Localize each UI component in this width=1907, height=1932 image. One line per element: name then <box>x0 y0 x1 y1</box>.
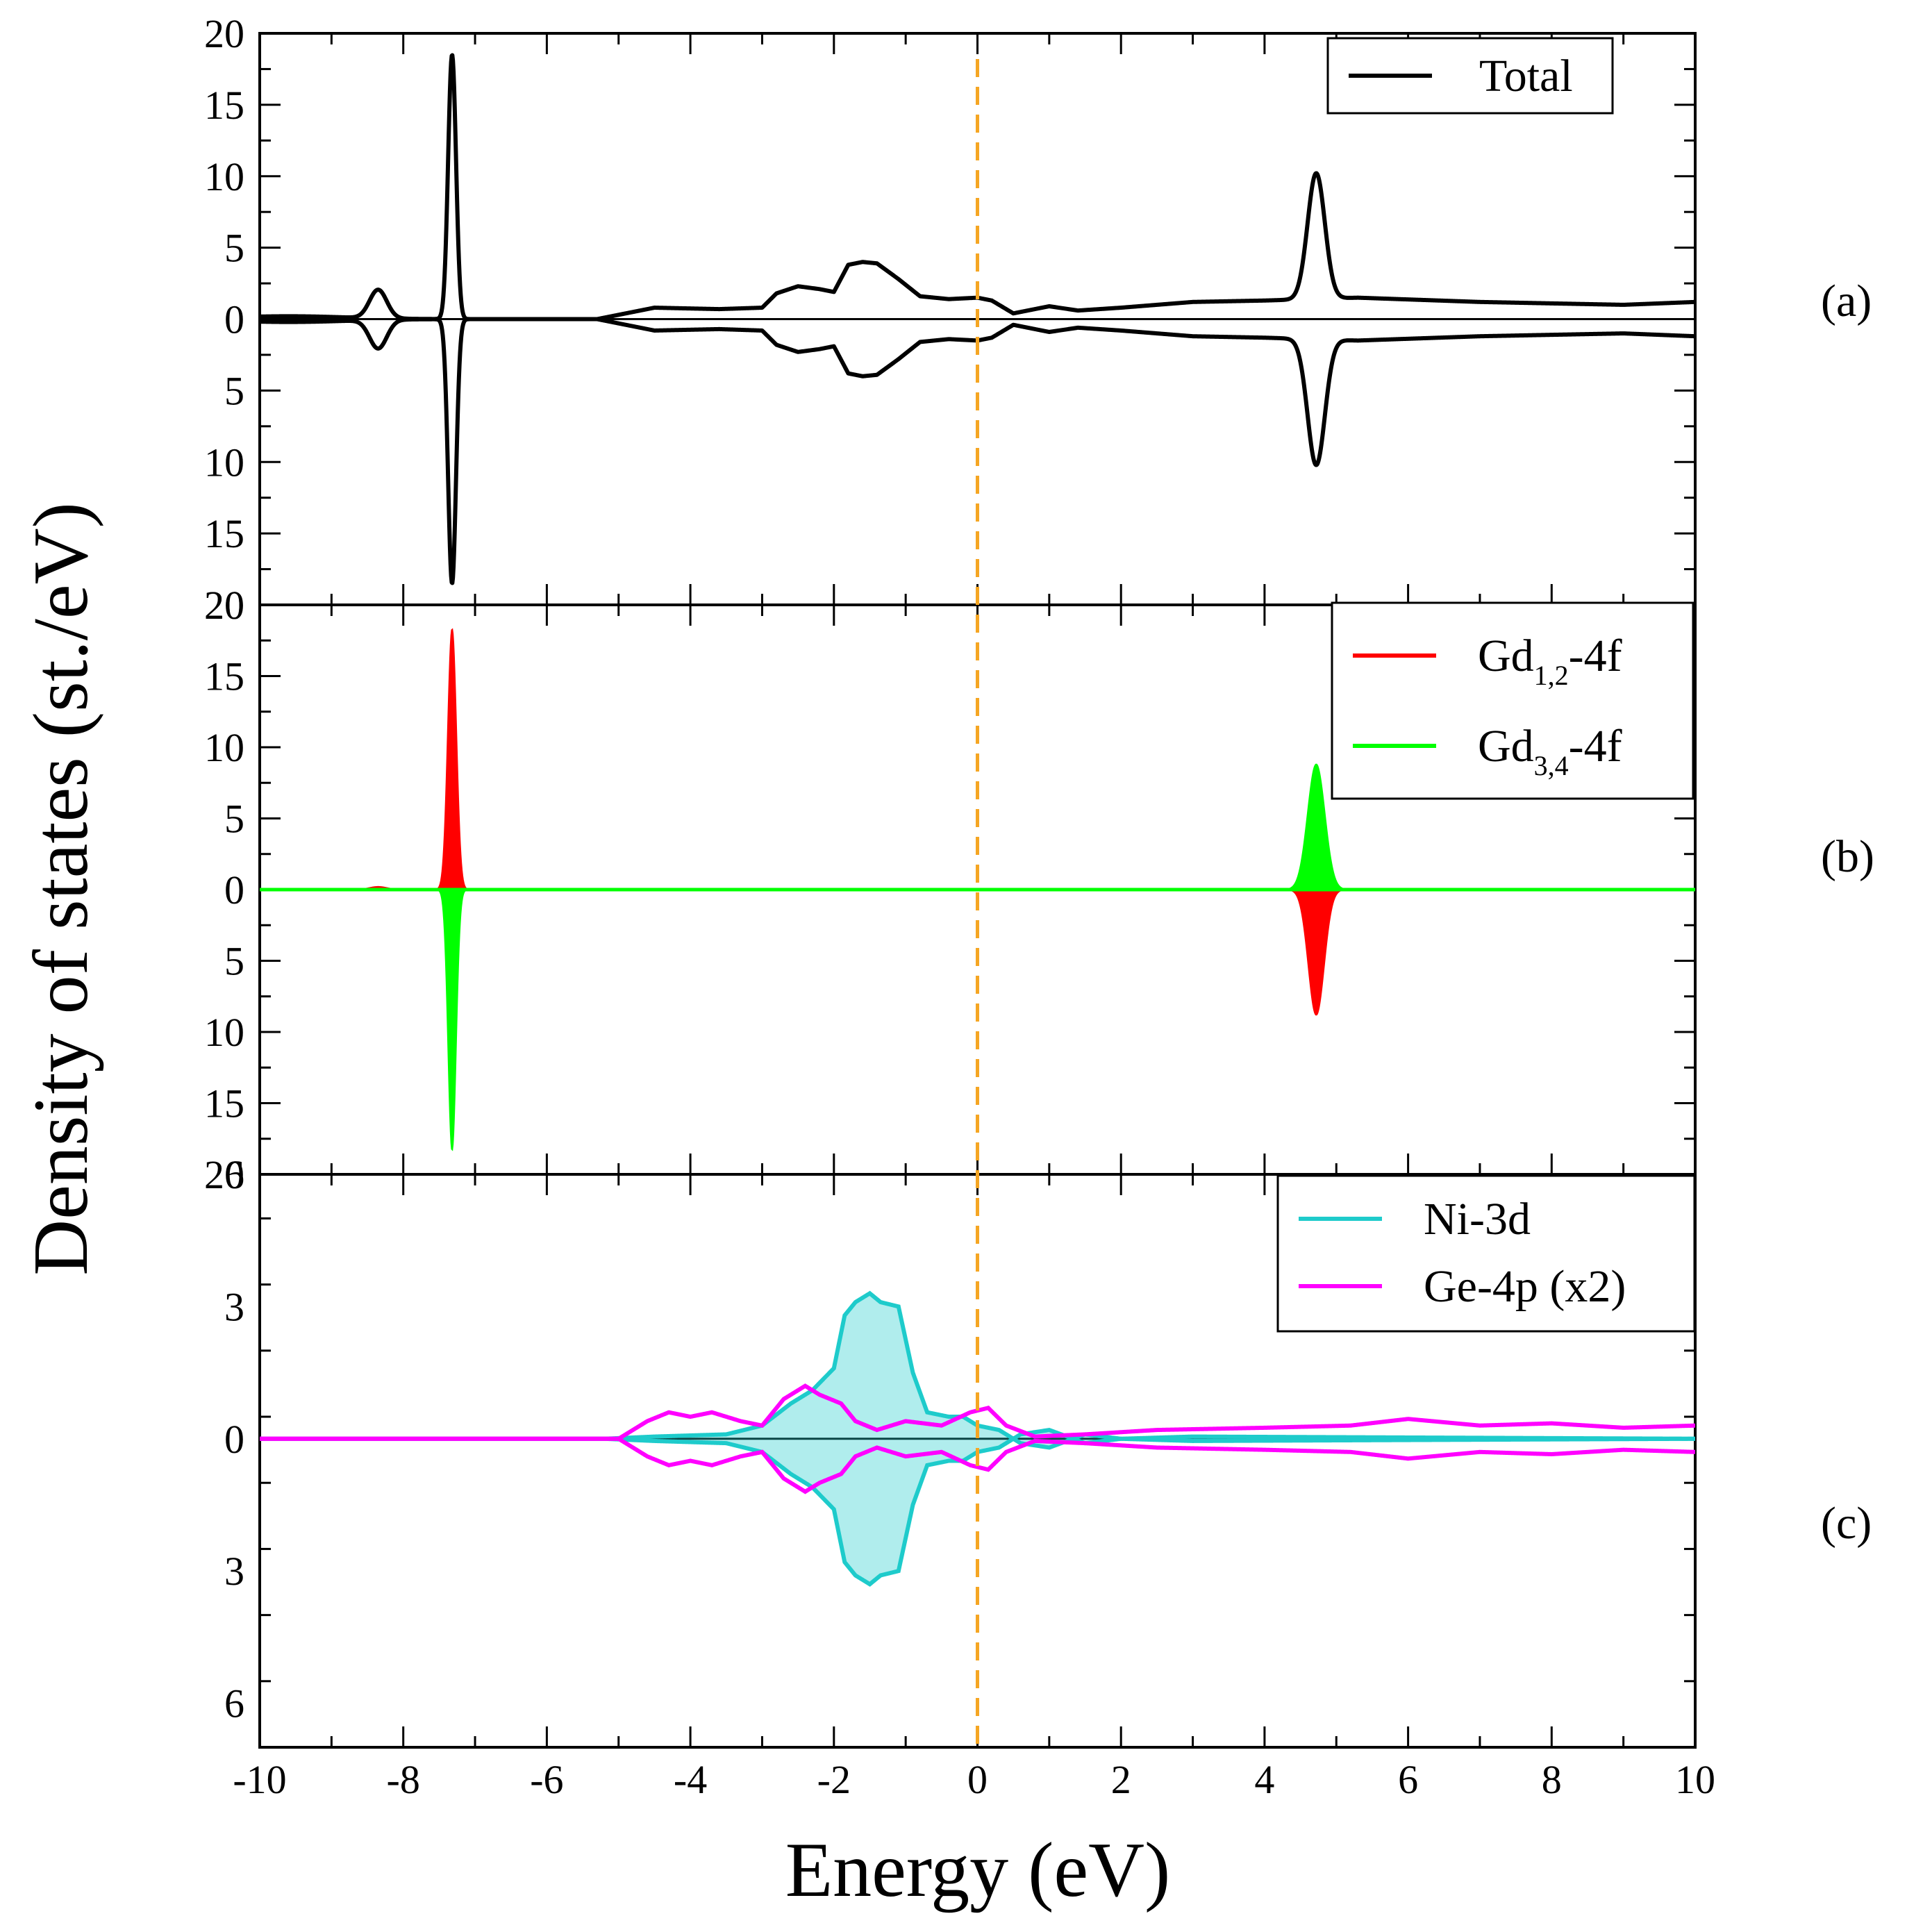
plot-layer: 201510505101520Total201510505101520Gd1,2… <box>204 11 1715 1802</box>
x-tick-label: 4 <box>1254 1757 1274 1802</box>
x-tick-label: 8 <box>1542 1757 1562 1802</box>
x-tick-label: 10 <box>1675 1757 1715 1802</box>
y-tick-label: 0 <box>224 867 244 913</box>
y-axis-title: Density of states (st./eV) <box>18 502 104 1276</box>
y-tick-label: 3 <box>224 1284 244 1329</box>
y-tick-label: 20 <box>204 11 244 56</box>
y-tick-label: 0 <box>224 1417 244 1462</box>
x-tick-label: -6 <box>530 1757 563 1802</box>
x-tick-label: 0 <box>967 1757 988 1802</box>
x-tick-label: -2 <box>817 1757 851 1802</box>
x-axis-title: Energy (eV) <box>785 1827 1171 1913</box>
y-tick-label: 0 <box>224 297 244 342</box>
y-tick-label: 6 <box>224 1681 244 1726</box>
panel-label-c: (c) <box>1821 1498 1872 1549</box>
x-tick-label: -8 <box>387 1757 420 1802</box>
legend-label: Ge-4p (x2) <box>1424 1261 1626 1312</box>
y-tick-label: 5 <box>224 797 244 842</box>
y-tick-label: 10 <box>204 1010 244 1055</box>
legend-label: Gd1,2-4f <box>1478 631 1622 691</box>
y-tick-label: 20 <box>204 583 244 628</box>
x-tick-label: -4 <box>674 1757 707 1802</box>
y-tick-label: 20 <box>204 583 244 628</box>
y-tick-label: 10 <box>204 440 244 485</box>
y-tick-label: 15 <box>204 654 244 699</box>
legend-box <box>1326 37 1614 115</box>
panel-label-a: (a) <box>1821 276 1872 326</box>
panel-c-legend: Ni-3d Ge-4p (x2) <box>1276 1174 1696 1333</box>
legend-label: Ni-3d <box>1424 1194 1531 1244</box>
y-tick-label: 15 <box>204 83 244 128</box>
y-tick-label: 5 <box>224 939 244 984</box>
y-tick-label: 3 <box>224 1549 244 1594</box>
y-tick-label: 5 <box>224 226 244 271</box>
panel-b-series <box>260 628 1695 1151</box>
panel-b-legend: Gd1,2-4f Gd3,4-4f <box>1331 601 1694 800</box>
legend-box <box>1276 1174 1696 1333</box>
x-tick-label: -10 <box>233 1757 286 1802</box>
legend-label: Total <box>1479 51 1573 101</box>
y-tick-label: 10 <box>204 154 244 199</box>
series-ge-4p-down <box>260 1436 1695 1494</box>
legend-box <box>1331 601 1694 800</box>
y-tick-label: 6 <box>224 1152 244 1197</box>
y-tick-label: 5 <box>224 368 244 413</box>
panel-a-legend: Total <box>1326 37 1614 115</box>
x-tick-label: 6 <box>1398 1757 1418 1802</box>
y-tick-label: 10 <box>204 725 244 770</box>
x-tick-label: 2 <box>1111 1757 1131 1802</box>
y-tick-label: 15 <box>204 511 244 556</box>
y-tick-label: 20 <box>204 1152 244 1197</box>
legend-label: Gd3,4-4f <box>1478 721 1622 781</box>
y-tick-label: 15 <box>204 1081 244 1126</box>
panel-c-axes: 6 3 0 3 6 -10 -8 -6 -4 -2 0 2 4 6 8 10 <box>224 1152 1715 1802</box>
panel-label-b: (b) <box>1821 831 1874 882</box>
